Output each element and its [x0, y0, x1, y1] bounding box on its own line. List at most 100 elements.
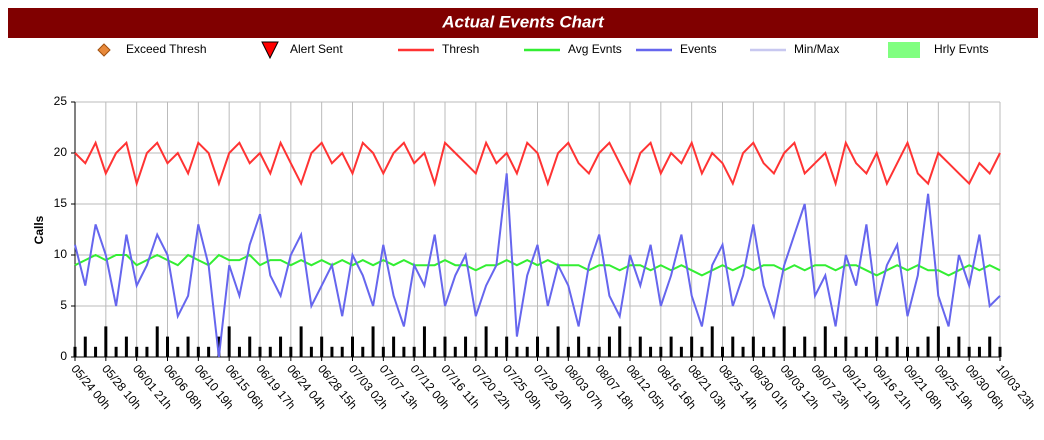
bar — [525, 346, 529, 357]
bar — [155, 326, 159, 357]
y-tick-label: 20 — [54, 145, 68, 159]
chart-title: Actual Events Chart — [441, 12, 605, 31]
legend-label: Avg Evnts — [568, 42, 622, 56]
bar — [392, 336, 396, 357]
y-tick-label: 25 — [54, 94, 68, 108]
bar — [587, 346, 591, 357]
legend-label: Alert Sent — [290, 42, 343, 56]
bar — [628, 346, 632, 357]
bar — [258, 346, 262, 357]
y-tick-label: 0 — [60, 349, 67, 363]
bar — [659, 346, 663, 357]
bar — [854, 346, 858, 357]
legend-swatch — [97, 43, 111, 57]
bar — [731, 336, 735, 357]
bar — [957, 336, 961, 357]
bar — [361, 346, 365, 357]
bar — [690, 336, 694, 357]
bar — [916, 346, 920, 357]
bar — [330, 346, 334, 357]
bar — [279, 336, 283, 357]
bar — [299, 326, 303, 357]
bar — [936, 326, 940, 357]
bar — [782, 326, 786, 357]
bar — [607, 336, 611, 357]
bar — [669, 336, 673, 357]
bar — [813, 346, 817, 357]
bar — [895, 336, 899, 357]
bar — [166, 336, 169, 357]
bar — [977, 346, 981, 357]
bar — [114, 346, 118, 357]
bar — [926, 336, 930, 357]
bar — [618, 326, 622, 357]
bar — [474, 346, 478, 357]
bar — [494, 346, 498, 357]
bar — [649, 346, 653, 357]
bar — [988, 336, 992, 357]
bar — [505, 336, 509, 357]
bar — [371, 326, 375, 357]
bar — [823, 326, 827, 357]
bar — [433, 346, 437, 357]
bar — [536, 336, 539, 357]
bar — [207, 346, 211, 357]
bar — [906, 346, 909, 357]
bar — [844, 336, 848, 357]
bar — [947, 346, 951, 357]
header-bar — [8, 8, 1038, 38]
bar — [864, 346, 868, 357]
bar — [875, 336, 879, 357]
bar — [289, 346, 293, 357]
bar — [83, 336, 87, 357]
bar — [772, 346, 776, 357]
line-series — [74, 253, 1001, 277]
bar — [597, 346, 601, 357]
bar — [803, 336, 807, 357]
bar — [124, 336, 128, 357]
bar — [577, 336, 581, 357]
bar — [340, 346, 344, 357]
bar — [700, 346, 704, 357]
bar — [196, 346, 200, 357]
bar — [186, 336, 190, 357]
legend-label: Min/Max — [794, 42, 839, 56]
line-series — [74, 139, 1001, 188]
bar — [217, 336, 221, 357]
bar — [320, 336, 324, 357]
bar — [885, 346, 889, 357]
y-tick-label: 5 — [60, 298, 67, 312]
bar — [484, 326, 488, 357]
bar — [176, 346, 180, 357]
bar — [268, 346, 272, 357]
bar — [967, 346, 971, 357]
bar — [751, 336, 755, 357]
bar — [381, 346, 385, 357]
bar — [351, 336, 354, 357]
bar — [679, 346, 683, 357]
legend-label: Hrly Evnts — [934, 42, 989, 56]
bar — [73, 346, 77, 357]
bar — [464, 336, 468, 357]
bar — [422, 326, 426, 357]
bar — [227, 326, 231, 357]
legend-swatch — [888, 42, 920, 58]
bar — [556, 326, 560, 357]
bar — [402, 346, 406, 357]
bar — [412, 346, 416, 357]
legend-swatch — [261, 41, 279, 60]
bar — [762, 346, 766, 357]
bar — [309, 346, 313, 357]
bar — [834, 346, 838, 357]
line-series — [74, 173, 1001, 358]
legend-label: Exceed Thresh — [126, 42, 207, 56]
y-tick-label: 10 — [54, 247, 68, 261]
bar — [546, 346, 550, 357]
bar — [638, 336, 642, 357]
bar — [237, 346, 241, 357]
bar — [792, 346, 796, 357]
bar — [145, 346, 149, 357]
bar — [453, 346, 457, 357]
